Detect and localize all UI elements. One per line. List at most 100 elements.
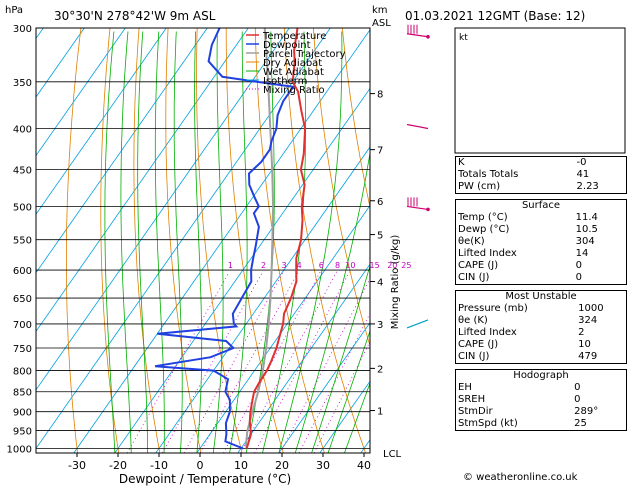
surface-row: Temp (°C) 11.4 [456, 212, 625, 224]
km-tick-label: 7 [377, 146, 383, 157]
index-label: Totals Totals [458, 169, 519, 180]
dry-adiabat-line [225, 28, 284, 453]
hodo-row: SREH 0 [456, 394, 625, 406]
isotherm-line [36, 28, 290, 391]
mixing-ratio-label: 8 [335, 261, 340, 270]
km-tick-label: 3 [377, 320, 383, 331]
km-tick-label: 4 [377, 278, 383, 289]
legend-label-wet-adiabat: Wet Adiabat [263, 67, 324, 78]
hodo-row: StmDir 289° [456, 406, 625, 418]
hodograph: kt [454, 27, 626, 154]
isotherm-line [36, 28, 208, 274]
km-unit-label: km [372, 5, 388, 16]
km-tick-label: 2 [377, 364, 383, 375]
wind-barb-300 [406, 24, 430, 39]
index-value: 14 [575, 248, 589, 259]
legend-label-parcel: Parcel Trajectory [263, 49, 346, 60]
wet-adiabat-line [344, 382, 370, 453]
isotherm-line [114, 87, 370, 453]
mixing-ratio-label: 25 [401, 261, 411, 270]
indices-panel: K -0 Totals Totals 41 PW (cm) 2.23 Surface … [455, 26, 627, 436]
mixing-ratio-axis-label: Mixing Ratio (g/kg) [390, 235, 401, 330]
legend-label-dewpoint: Dewpoint [263, 40, 311, 51]
pressure-tick-label: 500 [13, 202, 32, 213]
surface-row: CIN (J) 0 [456, 272, 625, 284]
index-row-pw: PW (cm) 2.23 [456, 181, 625, 193]
hodograph-indices-box: Hodograph EH 0 SREH 0 StmDir 289° StmSpd (k… [455, 369, 627, 431]
index-value: 1000 [578, 303, 604, 314]
wet-adiabat-line [278, 31, 343, 453]
mixing-ratio-label: 10 [345, 261, 355, 270]
mixing-ratio-line [126, 271, 230, 453]
index-value: 0 [574, 394, 581, 405]
index-label: θe (K) [458, 315, 488, 326]
surface-row: θe(K) 304 [456, 236, 625, 248]
hodo-row: EH 0 [456, 382, 625, 394]
mu-row: θe (K) 324 [456, 315, 625, 327]
isotherm-line [36, 28, 249, 332]
index-value: -0 [576, 157, 587, 168]
wind-barb-400 [406, 123, 429, 130]
pressure-tick-label: 800 [13, 367, 32, 378]
km-tick-label: 8 [377, 90, 383, 101]
index-label: Lifted Index [458, 248, 517, 259]
index-label: Temp (°C) [458, 212, 508, 223]
x-tick-label: -30 [68, 459, 86, 472]
index-row-totals: Totals Totals 41 [456, 169, 625, 181]
isotherm-line [319, 380, 370, 453]
index-value: 0 [575, 260, 583, 271]
pressure-tick-label: 750 [13, 344, 32, 355]
barb-station-dot [426, 34, 430, 39]
index-label: Dewp (°C) [458, 224, 510, 235]
wet-adiabat-line [194, 31, 203, 453]
index-label: CIN (J) [458, 272, 490, 283]
index-value: 324 [578, 315, 598, 326]
isotherm-line [36, 28, 167, 215]
legend-label-isotherm: Isotherm [263, 76, 307, 87]
index-label: CIN (J) [458, 351, 490, 362]
mixing-ratio-label: 1 [228, 261, 233, 270]
x-tick-label: 10 [234, 459, 248, 472]
index-label: PW (cm) [458, 181, 501, 192]
isotherm-line [36, 28, 331, 450]
x-tick-label: 0 [197, 459, 204, 472]
lcl-label: LCL [383, 449, 402, 460]
index-label: SREH [458, 394, 486, 405]
pressure-tick-label: 550 [13, 236, 32, 247]
surface-row: CAPE (J) 0 [456, 260, 625, 272]
pressure-tick-label: 900 [13, 408, 32, 419]
isotherm-line [155, 146, 370, 453]
most-unstable-box: Most Unstable Pressure (mb) 1000 θe (K) 32… [455, 290, 627, 364]
index-label: Lifted Index [458, 327, 517, 338]
location-title: 30°30'N 278°42'W 9m ASL [54, 9, 216, 23]
dry-adiabat-line [313, 28, 370, 348]
wet-adiabat-line [294, 150, 370, 453]
hpa-unit-label: hPa [5, 5, 23, 16]
pressure-tick-label: 1000 [7, 444, 32, 455]
pressure-tick-label: 950 [13, 427, 32, 438]
isotherm-line [278, 322, 370, 453]
legend-label-dry-adiabat: Dry Adiabat [263, 58, 322, 69]
mu-row: CIN (J) 479 [456, 351, 625, 363]
wet-adiabat-line [229, 31, 248, 453]
wind-barb-700 [406, 319, 429, 329]
hodograph-unit-label: kt [459, 33, 468, 43]
pressure-tick-label: 400 [13, 124, 32, 135]
plot-frame [35, 27, 371, 454]
dry-adiabat-line [254, 28, 325, 453]
surface-row: Lifted Index 14 [456, 248, 625, 260]
wet-adiabat-line [104, 31, 116, 453]
date-title: 01.03.2021 12GMT (Base: 12) [405, 9, 585, 23]
hodograph-frame [454, 27, 626, 154]
index-label: CAPE (J) [458, 260, 499, 271]
isotherm-line [36, 28, 126, 157]
dry-adiabat-line [66, 28, 82, 453]
x-tick-label: -20 [109, 459, 127, 472]
dry-adiabat-line [100, 28, 120, 453]
x-tick-label: 30 [316, 459, 330, 472]
dry-adiabat-line [342, 28, 370, 209]
index-row-k: K -0 [456, 157, 625, 169]
asl-unit-label: ASL [372, 18, 391, 29]
index-value: 289° [574, 406, 599, 417]
barb-staff [406, 205, 429, 211]
